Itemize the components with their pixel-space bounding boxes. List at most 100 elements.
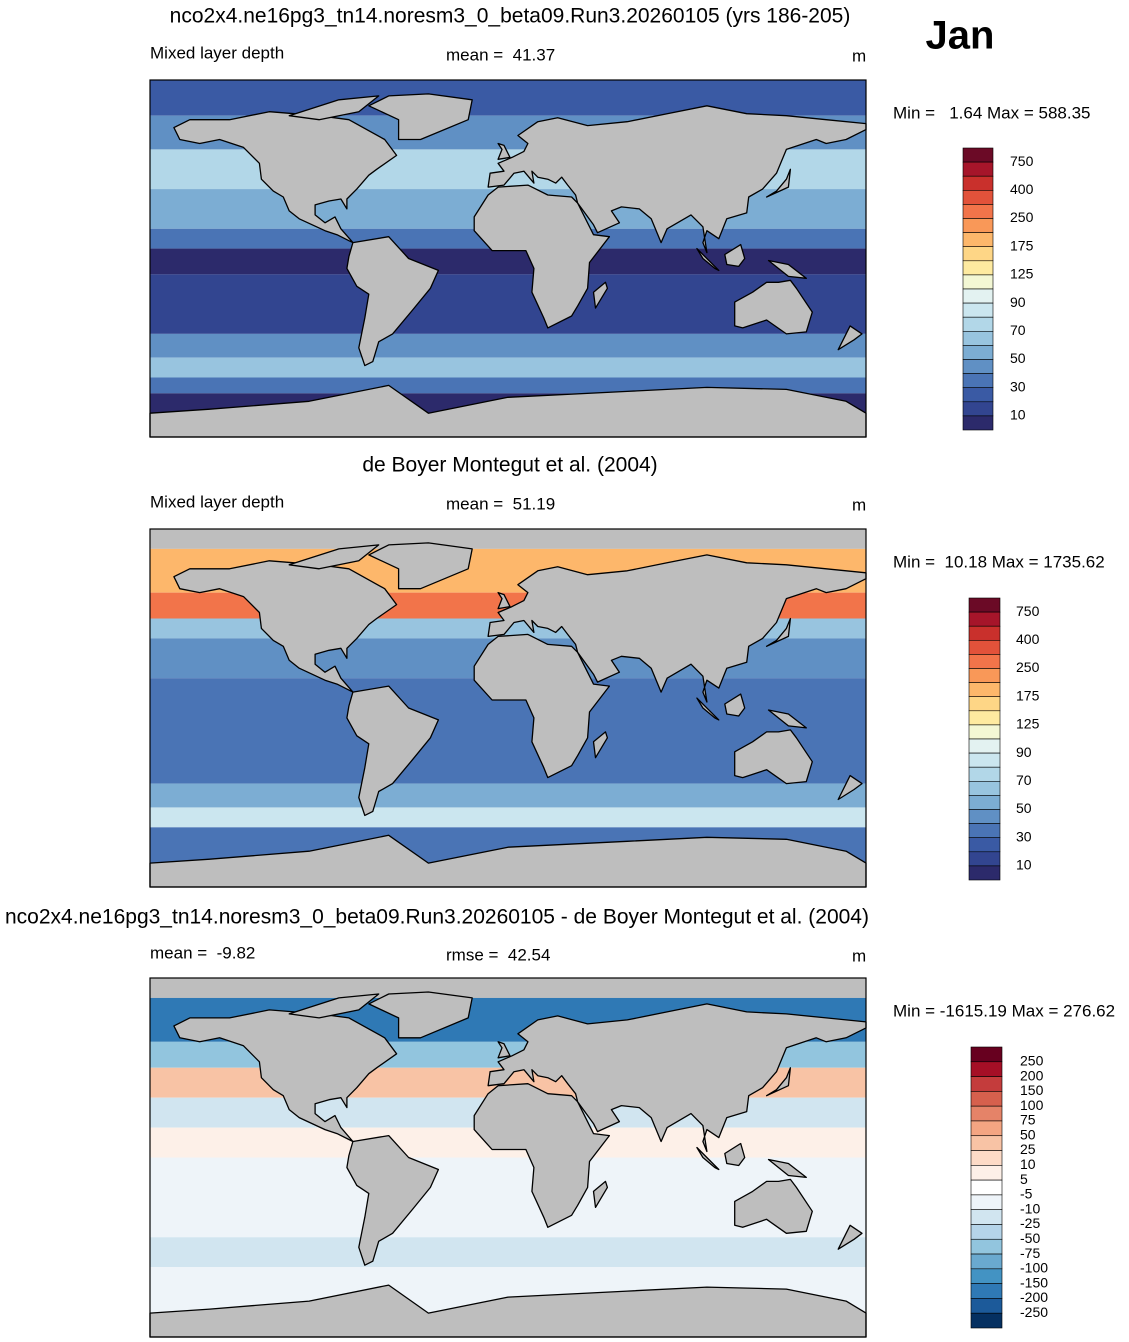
colorbar-box	[970, 1298, 1003, 1314]
left-label: Mixed layer depth	[150, 492, 284, 511]
colorbar-label: -200	[1020, 1289, 1048, 1305]
colorbar-label: -250	[1020, 1304, 1048, 1320]
colorbar-label: 750	[1016, 603, 1040, 619]
colorbar-box	[970, 1076, 1003, 1092]
colorbar-box	[962, 415, 994, 431]
center-label: mean = 51.19	[446, 494, 555, 513]
colorbar-box	[962, 401, 994, 417]
land	[346, 236, 440, 367]
colorbar-box	[970, 1046, 1003, 1063]
ocean-field	[150, 80, 866, 116]
colorbar-box	[968, 780, 1001, 796]
colorbar-box	[968, 865, 1001, 881]
center-label: rmse = 42.54	[446, 945, 550, 964]
colorbar-box	[968, 597, 1001, 613]
colorbar-box	[968, 668, 1001, 683]
colorbar-box	[968, 696, 1001, 712]
land	[696, 697, 720, 721]
range-label: Min = -1615.19 Max = 276.62	[893, 1001, 1115, 1020]
panel-title: nco2x4.ne16pg3_tn14.noresm3_0_beta09.Run…	[5, 906, 869, 929]
colorbar-label: 10	[1010, 407, 1026, 423]
colorbar-box	[968, 625, 1001, 641]
panel-title: de Boyer Montegut et al. (2004)	[362, 454, 657, 477]
colorbar-label: -10	[1020, 1200, 1040, 1216]
ocean-field	[150, 333, 866, 358]
colorbar-label: -100	[1020, 1260, 1048, 1276]
colorbar-box	[968, 738, 1001, 754]
colorbar-box	[970, 1165, 1003, 1181]
colorbar-box	[968, 823, 1001, 838]
range-label: Min = 1.64 Max = 588.35	[893, 103, 1091, 122]
colorbar-box	[970, 1209, 1003, 1225]
colorbar-label: 90	[1016, 744, 1032, 760]
land	[346, 685, 440, 817]
land	[487, 105, 867, 254]
range-label: Min = 10.18 Max = 1735.62	[893, 552, 1105, 571]
land	[696, 1146, 720, 1171]
colorbar-label: 250	[1010, 209, 1034, 225]
land	[724, 693, 746, 717]
colorbar-label: -150	[1020, 1274, 1048, 1290]
map	[149, 977, 867, 1338]
colorbar-box	[962, 260, 994, 276]
land	[734, 729, 813, 785]
colorbar-box	[962, 190, 994, 205]
land	[497, 591, 511, 610]
colorbar-box	[968, 766, 1001, 782]
colorbar-box	[962, 302, 994, 318]
colorbar-label: -25	[1020, 1215, 1040, 1231]
colorbar-box	[962, 274, 994, 290]
colorbar-box	[962, 316, 994, 332]
colorbar-box	[970, 1091, 1003, 1107]
colorbar-box	[962, 175, 994, 191]
colorbar-box	[962, 387, 994, 403]
colorbar-box	[970, 1224, 1003, 1240]
land	[724, 1142, 746, 1167]
land	[724, 243, 746, 268]
colorbar-box	[968, 654, 1001, 669]
colorbar-box	[968, 710, 1001, 726]
land	[288, 993, 380, 1019]
land	[765, 617, 792, 647]
colorbar-label: 400	[1010, 181, 1034, 197]
ocean-field	[150, 978, 866, 998]
colorbar-box	[968, 682, 1001, 697]
ocean-field	[150, 1237, 866, 1268]
map-frame	[149, 79, 867, 438]
land	[487, 1003, 867, 1153]
land	[696, 247, 720, 272]
colorbar-label: 125	[1010, 266, 1034, 282]
colorbar-box	[968, 611, 1001, 627]
colorbar-box	[962, 359, 994, 374]
land	[734, 279, 813, 335]
land	[368, 991, 473, 1039]
colorbar-label: 100	[1020, 1097, 1044, 1113]
colorbar-label: 400	[1016, 631, 1040, 647]
colorbar-label: 30	[1010, 378, 1026, 394]
ocean-field	[150, 357, 866, 378]
colorbar-box	[970, 1268, 1003, 1284]
land	[473, 1083, 611, 1228]
colorbar-label: 30	[1016, 828, 1032, 844]
colorbar-box	[970, 1283, 1003, 1299]
colorbar-label: -75	[1020, 1245, 1040, 1261]
colorbar-box	[970, 1312, 1003, 1329]
colorbar-label: 75	[1020, 1112, 1036, 1128]
colorbar-box	[970, 1238, 1003, 1255]
colorbar-box	[968, 837, 1001, 853]
center-label: mean = 41.37	[446, 45, 555, 64]
land	[592, 731, 609, 759]
colorbar-box	[970, 1120, 1003, 1137]
land	[368, 93, 473, 141]
colorbar-label: 250	[1016, 659, 1040, 675]
colorbar-label: 25	[1020, 1141, 1036, 1157]
left-label: mean = -9.82	[150, 943, 255, 962]
land	[765, 168, 792, 198]
colorbar-label: 175	[1010, 237, 1034, 253]
colorbar-box	[962, 218, 994, 233]
land	[765, 1067, 792, 1097]
land	[473, 184, 611, 329]
land	[497, 142, 511, 160]
land	[837, 1224, 863, 1250]
map-frame	[149, 977, 867, 1338]
